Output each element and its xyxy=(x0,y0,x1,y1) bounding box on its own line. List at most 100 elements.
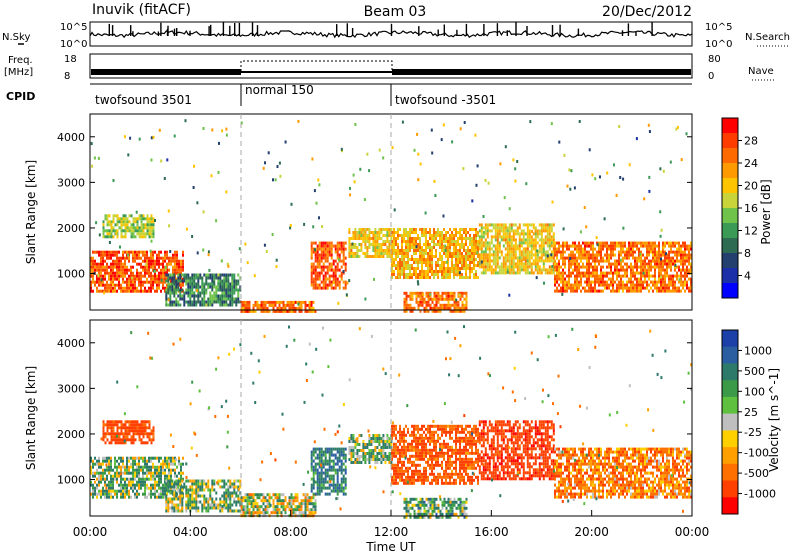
power-echo-cell xyxy=(570,262,572,266)
velocity-echo-cell xyxy=(215,506,218,510)
power-echo-cell xyxy=(92,268,94,272)
power-echo-cell xyxy=(484,250,487,254)
power-echo-cell xyxy=(310,247,313,251)
velocity-echo-cell xyxy=(118,465,120,469)
velocity-echo-cell xyxy=(187,497,190,501)
power-echo-cell xyxy=(108,286,110,290)
power-echo-cell xyxy=(602,280,604,284)
velocity-echo-cell xyxy=(110,474,112,478)
power-echo-cell xyxy=(530,253,533,257)
power-echo-cell xyxy=(572,244,574,248)
velocity-echo-cell xyxy=(213,500,216,504)
power-echo-cell xyxy=(566,244,568,248)
power-echo-cell xyxy=(640,280,642,284)
power-echo-cell xyxy=(324,247,327,251)
power-echo-cell xyxy=(568,277,570,281)
power-echo-cell xyxy=(233,276,236,280)
power-echo-cell xyxy=(508,247,511,251)
power-echo-cell xyxy=(104,271,106,275)
power-echo-cell xyxy=(603,217,606,221)
power-echo-cell xyxy=(620,286,622,290)
power-echo-cell xyxy=(229,285,232,289)
velocity-echo-cell xyxy=(223,482,226,486)
power-echo-cell xyxy=(680,277,682,281)
power-echo-cell xyxy=(480,238,483,242)
velocity-echo-cell xyxy=(158,483,160,487)
velocity-echo-cell xyxy=(128,495,130,499)
power-echo-cell xyxy=(486,226,489,230)
velocity-echo-cell xyxy=(134,462,136,466)
power-echo-cell xyxy=(528,259,531,263)
power-echo-cell xyxy=(508,223,511,227)
velocity-echo-cell xyxy=(140,432,143,436)
power-echo-cell xyxy=(626,262,628,266)
power-echo-cell xyxy=(429,292,432,296)
power-echo-cell xyxy=(480,253,483,257)
power-echo-cell xyxy=(405,255,407,258)
power-echo-cell xyxy=(473,261,475,264)
power-echo-cell xyxy=(92,250,94,254)
velocity-echo-cell xyxy=(166,474,168,478)
power-echo-cell xyxy=(524,253,527,257)
power-echo-cell xyxy=(558,274,560,278)
power-echo-cell xyxy=(97,156,100,160)
power-echo-cell xyxy=(576,250,578,254)
power-echo-cell xyxy=(316,244,319,248)
velocity-echo-cell xyxy=(104,441,107,445)
velocity-echo-cell xyxy=(114,423,117,427)
power-echo-cell xyxy=(538,238,541,242)
velocity-echo-cell xyxy=(92,492,94,496)
power-echo-cell xyxy=(669,160,672,164)
power-echo-cell xyxy=(407,252,409,255)
power-echo-cell xyxy=(469,264,471,267)
power-echo-cell xyxy=(427,303,430,307)
velocity-echo-cell xyxy=(122,459,124,463)
power-echo-cell xyxy=(223,297,226,301)
power-echo-cell xyxy=(165,291,168,295)
power-echo-cell xyxy=(484,229,487,233)
power-echo-cell xyxy=(556,274,558,278)
power-echo-cell xyxy=(100,268,102,272)
power-echo-cell xyxy=(189,276,192,280)
power-echo-cell xyxy=(522,253,525,257)
power-echo-cell xyxy=(480,265,483,269)
power-echo-cell xyxy=(604,244,606,248)
power-echo-cell xyxy=(556,289,558,293)
power-echo-cell xyxy=(447,255,449,258)
power-echo-cell xyxy=(374,234,377,237)
velocity-echo-cell xyxy=(140,438,143,442)
power-echo-cell xyxy=(388,231,391,234)
velocity-echo-cell xyxy=(189,500,192,504)
power-echo-cell xyxy=(421,261,423,264)
velocity-echo-cell xyxy=(165,503,168,507)
velocity-echo-cell xyxy=(173,482,176,486)
velocity-echo-cell xyxy=(187,488,190,492)
cpid-segment-1: twofsound 3501 xyxy=(95,93,192,107)
velocity-echo-cell xyxy=(134,432,137,436)
power-echo-cell xyxy=(405,234,407,237)
power-echo-cell xyxy=(498,271,501,275)
power-echo-cell xyxy=(642,244,644,248)
power-echo-cell xyxy=(94,259,96,263)
power-echo-cell xyxy=(510,241,513,245)
power-echo-cell xyxy=(475,273,477,276)
power-echo-cell xyxy=(614,262,616,266)
power-echo-cell xyxy=(473,234,475,237)
power-echo-cell xyxy=(433,291,436,295)
power-echo-cell xyxy=(568,271,570,275)
power-echo-cell xyxy=(227,273,230,277)
power-echo-cell xyxy=(449,303,452,307)
velocity-echo-cell xyxy=(223,494,226,498)
power-echo-cell xyxy=(600,244,602,248)
power-echo-cell xyxy=(504,262,507,266)
velocity-echo-cell xyxy=(177,506,180,510)
power-echo-cell xyxy=(110,226,113,230)
velocity-echo-cell xyxy=(128,480,130,484)
velocity-echo-cell xyxy=(179,488,182,492)
power-echo-cell xyxy=(548,226,551,230)
power-echo-cell xyxy=(122,214,125,218)
power-echo-cell xyxy=(510,250,513,254)
power-echo-cell xyxy=(201,276,204,280)
velocity-echo-cell xyxy=(136,489,138,493)
